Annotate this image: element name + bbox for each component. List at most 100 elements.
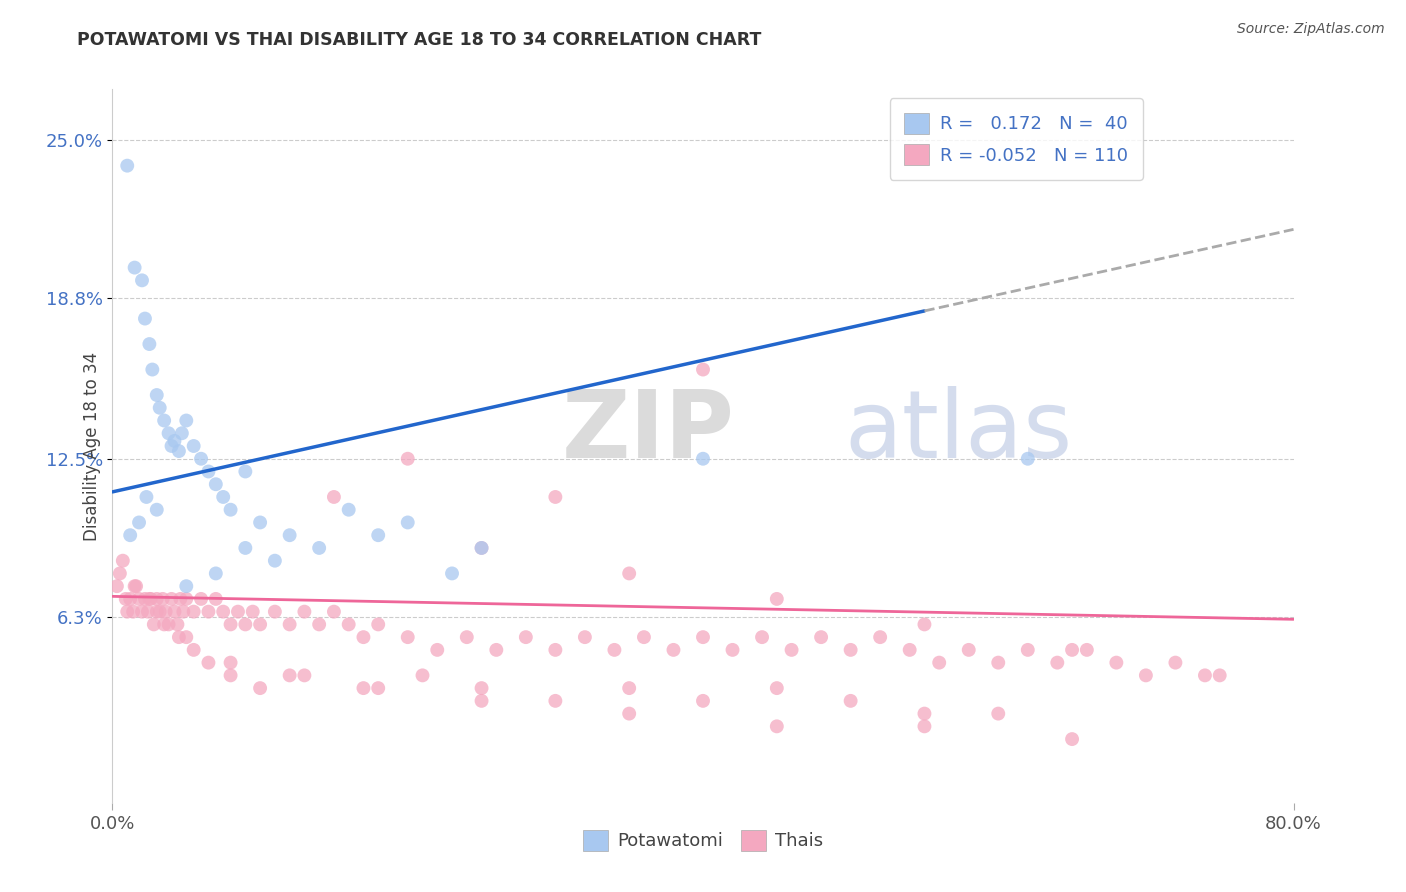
Point [987,706,1010,721]
Point [264,605,287,619]
Point [149,605,172,619]
Point [544,490,567,504]
Point [219,502,242,516]
Point [134,591,156,606]
Point [190,591,212,606]
Point [515,630,537,644]
Point [780,643,803,657]
Point [117,159,138,173]
Point [111,554,134,568]
Point [197,605,219,619]
Point [166,617,188,632]
Point [124,260,146,275]
Point [323,605,346,619]
Point [197,465,219,479]
Point [174,630,197,644]
Point [662,643,685,657]
Point [155,605,177,619]
Point [1062,732,1084,747]
Point [249,516,271,530]
Point [721,643,744,657]
Point [692,694,714,708]
Point [928,656,950,670]
Point [152,591,174,606]
Point [1046,656,1069,670]
Point [212,605,235,619]
Point [914,719,936,733]
Point [157,617,180,632]
Text: ZIP: ZIP [561,385,734,478]
Point [619,681,641,695]
Point [470,541,494,555]
Point [1076,643,1098,657]
Point [138,591,160,606]
Point [125,579,148,593]
Point [692,630,714,644]
Point [1194,668,1216,682]
Point [898,643,921,657]
Point [337,617,360,632]
Point [987,656,1010,670]
Point [456,630,478,644]
Point [157,426,180,441]
Point [149,401,172,415]
Point [869,630,891,644]
Point [242,605,264,619]
Point [170,426,193,441]
Point [174,579,197,593]
Point [219,668,242,682]
Point [692,362,714,376]
Point [233,465,256,479]
Point [205,566,228,581]
Point [544,643,567,657]
Point [1105,656,1128,670]
Point [131,273,153,287]
Point [367,617,389,632]
Point [153,617,176,632]
Point [544,694,567,708]
Point [1017,643,1039,657]
Point [226,605,249,619]
Point [205,477,228,491]
Point [131,605,153,619]
Point [136,605,159,619]
Point [839,643,862,657]
Point [183,643,205,657]
Point [163,605,186,619]
Point [108,566,131,581]
Point [470,694,494,708]
Point [128,591,150,606]
Point [163,434,186,448]
Point [839,694,862,708]
Point [292,668,315,682]
Point [396,451,419,466]
Point [426,643,449,657]
Point [183,439,205,453]
Point [914,617,936,632]
Point [219,617,242,632]
Point [603,643,626,657]
Point [183,605,205,619]
Point [766,719,789,733]
Point [751,630,773,644]
Point [1164,656,1187,670]
Point [633,630,655,644]
Point [146,605,169,619]
Point [233,617,256,632]
Point [114,591,136,606]
Point [574,630,596,644]
Point [167,630,190,644]
Point [174,591,197,606]
Point [278,668,301,682]
Point [470,681,494,695]
Point [117,605,138,619]
Text: atlas: atlas [845,385,1073,478]
Point [190,451,212,466]
Point [367,681,389,695]
Point [619,566,641,581]
Point [174,413,197,427]
Point [1017,451,1039,466]
Point [105,579,128,593]
Point [146,502,169,516]
Point [396,630,419,644]
